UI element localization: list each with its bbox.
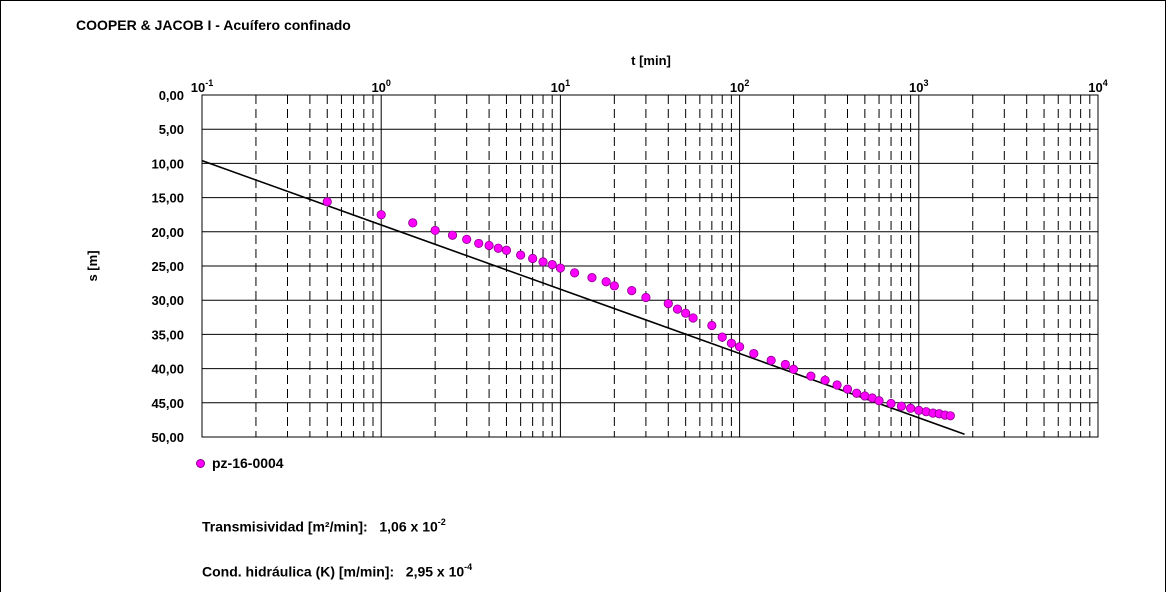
plot-border [201,94,1099,438]
data-point [780,359,790,370]
axis-layer: 0,00 5,00 10,00 15,00 20,00 25,00 30,00 35,00 40… [85,53,1108,445]
data-point [672,304,683,314]
data-point [896,401,907,411]
data-point [484,240,494,251]
data-point [886,398,896,409]
data-point [641,292,651,303]
data-point [945,411,955,421]
y-tick-label: 50,00 [151,430,184,445]
transmisividad-exponent: -2 [437,517,446,527]
data-point [688,313,698,323]
y-tick-label: 25,00 [151,259,184,274]
legend-label: pz-16-0004 [212,455,284,471]
x-tick-label: 10-1 [191,78,213,95]
data-point [788,364,799,374]
x-tick-label: 101 [551,78,570,95]
data-point [474,238,484,249]
data-point [832,380,842,390]
y-tick-label: 35,00 [151,327,184,342]
conductividad-label: Cond. hidráulica (K) [m/min]: [202,563,395,580]
fit-line-layer [201,159,965,436]
data-point [874,396,884,406]
y-tick-label: 45,00 [151,396,184,411]
data-point [555,263,566,273]
data-point [726,338,737,348]
grid-layer [201,94,1099,438]
data-point [462,234,472,244]
data-point [538,257,548,267]
data-point [322,197,332,207]
y-tick-label: 10,00 [151,156,184,171]
data-point [806,371,816,381]
data-point [528,253,538,264]
x-tick-label: 102 [730,78,749,95]
y-tick-label: 15,00 [151,191,184,206]
data-point [587,273,597,283]
data-point [376,210,386,220]
data-point [493,243,503,253]
data-point-layer [322,197,955,421]
legend: pz-16-0004 [196,455,284,471]
data-point [717,332,727,342]
data-point [766,355,776,365]
y-axis-label: s [m] [85,250,100,281]
data-point [430,225,440,236]
data-point [501,245,512,255]
conductividad-result: Cond. hidráulica (K) [m/min]: 2,95 x 10-… [202,562,473,580]
x-tick-label: 104 [1088,78,1107,95]
data-point [681,308,691,318]
data-point [609,281,619,291]
data-point [820,375,830,385]
fit-line [201,159,965,436]
y-tick-label: 30,00 [151,293,184,308]
transmisividad-result: Transmisividad [m²/min]: 1,06 x 10-2 [202,517,446,535]
data-point [852,388,862,398]
data-point [547,260,557,270]
data-point [601,277,611,287]
data-point [569,268,580,278]
data-point [408,218,418,228]
x-tick-label: 103 [909,78,928,95]
data-point [707,320,717,331]
data-point [627,286,637,296]
legend-marker-icon [196,458,205,468]
y-tick-label: 0,00 [159,88,184,103]
data-point [516,250,526,260]
data-point [663,299,673,309]
y-tick-label: 5,00 [159,122,184,137]
data-point [734,342,745,352]
chart-title: COOPER & JACOB I - Acuífero confinado [76,17,351,33]
data-point [447,230,458,240]
data-point [914,405,924,415]
y-tick-label: 20,00 [151,225,184,240]
transmisividad-value: 1,06 x 10 [379,518,438,535]
transmisividad-label: Transmisividad [m²/min]: [202,518,368,535]
conductividad-value: 2,95 x 10 [405,563,465,580]
x-tick-label: 100 [371,78,390,95]
data-point [749,348,759,359]
data-point [906,403,916,413]
conductividad-exponent: -4 [464,562,473,572]
x-axis-label: t [min] [631,53,671,68]
y-tick-label: 40,00 [151,362,184,377]
data-point [842,384,853,394]
